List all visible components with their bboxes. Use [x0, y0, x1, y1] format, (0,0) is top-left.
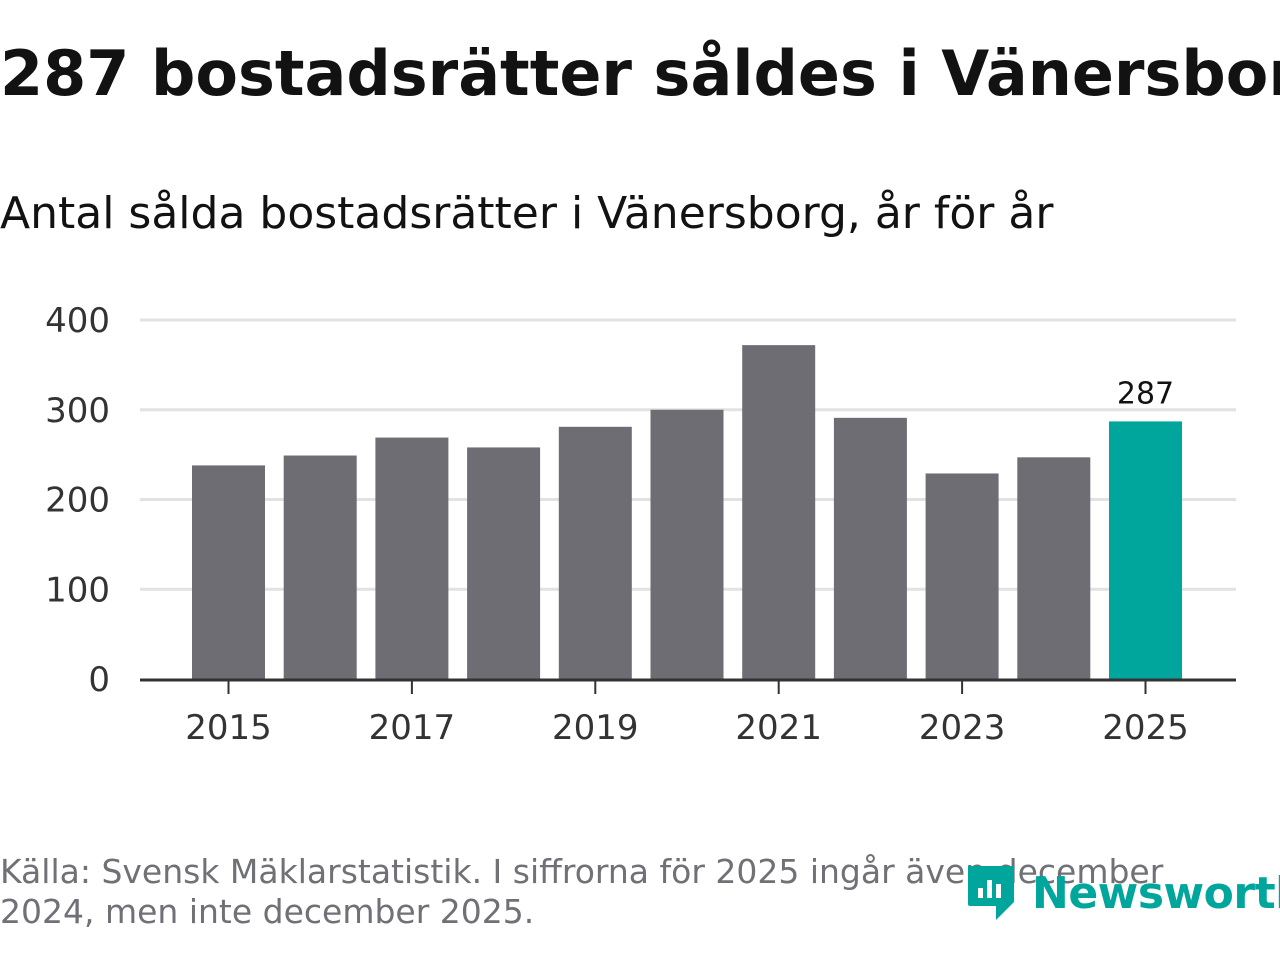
x-tick-label-2019: 2019 — [552, 708, 639, 748]
y-tick-label-300: 300 — [45, 391, 110, 431]
bar-2020 — [650, 409, 724, 679]
data-label-2025: 287 — [1117, 376, 1174, 411]
x-axis: 2015 2017 2019 2021 2023 2025 — [140, 678, 1236, 748]
logo-text: Newsworthy — [1032, 867, 1280, 919]
y-axis-ticks: 0 100 200 300 400 — [45, 301, 110, 700]
bar-2022 — [833, 417, 907, 679]
x-tick-label-2025: 2025 — [1102, 708, 1189, 748]
newsworthy-logo-icon — [968, 866, 1014, 920]
x-tick-label-2015: 2015 — [185, 708, 272, 748]
newsworthy-logo: Newsworthy — [964, 862, 1280, 924]
chart-subtitle: Antal sålda bostadsrätter i Vänersborg, … — [0, 188, 1054, 239]
y-tick-label-200: 200 — [45, 481, 110, 521]
bar-2017 — [375, 437, 449, 679]
data-labels: 287 — [1117, 376, 1174, 411]
bar-2018 — [467, 447, 541, 679]
bar-2021 — [742, 345, 816, 679]
bar-2023 — [925, 473, 999, 679]
y-tick-label-0: 0 — [88, 660, 110, 700]
bars — [192, 345, 1182, 679]
bar-2016 — [283, 455, 357, 679]
x-tick-label-2017: 2017 — [369, 708, 456, 748]
chart-title: 287 bostadsrätter såldes i Vänersborg — [0, 37, 1280, 110]
bar-2019 — [558, 426, 632, 679]
x-tick-label-2021: 2021 — [735, 708, 822, 748]
bar-2025 — [1109, 421, 1182, 679]
bar-2015 — [192, 465, 265, 679]
y-tick-label-100: 100 — [45, 570, 110, 610]
bar-2024 — [1017, 457, 1091, 679]
x-tick-label-2023: 2023 — [919, 708, 1006, 748]
y-tick-label-400: 400 — [45, 301, 110, 341]
